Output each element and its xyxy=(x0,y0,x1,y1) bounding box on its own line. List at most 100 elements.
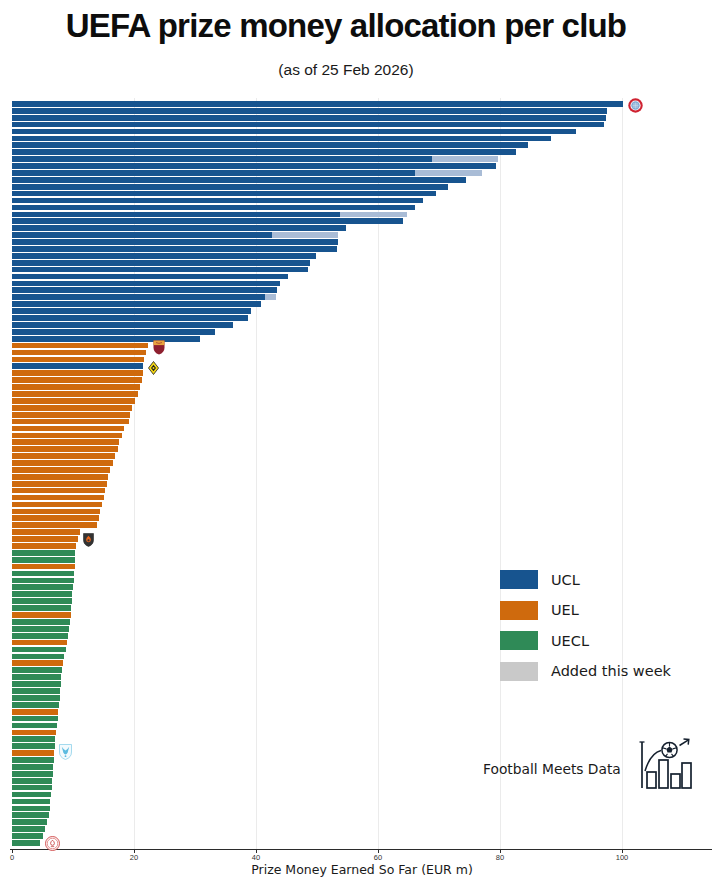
bar-uecl xyxy=(12,785,52,791)
bar-ucl xyxy=(12,142,528,148)
bar-uecl xyxy=(12,578,74,584)
red-white-crest-icon xyxy=(45,836,60,855)
bar-uecl xyxy=(12,681,61,687)
legend: UCLUELUECLAdded this week xyxy=(500,570,671,692)
bar-uecl xyxy=(12,716,58,722)
bar-uecl xyxy=(12,571,74,577)
bar-added-this-week xyxy=(265,294,276,300)
bar-uecl xyxy=(12,667,62,673)
bar-added-this-week xyxy=(415,170,481,176)
bar-uecl xyxy=(12,792,51,798)
bar-uel xyxy=(12,405,132,411)
legend-label: Added this week xyxy=(551,663,671,679)
bar-ucl xyxy=(12,322,233,328)
legend-label: UCL xyxy=(551,572,580,588)
bar-ucl xyxy=(12,336,200,342)
bar-uel xyxy=(12,377,142,383)
bar-uel xyxy=(12,640,67,646)
bar-ucl xyxy=(12,329,215,335)
bar-ucl xyxy=(12,156,432,162)
bar-uecl xyxy=(12,619,70,625)
bar-uecl xyxy=(12,605,71,611)
bar-ucl xyxy=(12,218,403,224)
bar-uel xyxy=(12,522,97,528)
bar-uel xyxy=(12,730,56,736)
bar-uecl xyxy=(12,833,43,839)
gridline xyxy=(622,98,623,849)
bar-ucl xyxy=(12,287,277,293)
bar-ucl xyxy=(12,239,338,245)
bar-ucl xyxy=(12,308,251,314)
bayern-crest-icon xyxy=(628,98,643,117)
bar-ucl xyxy=(12,274,288,280)
bar-uel xyxy=(12,426,124,432)
bar-uecl xyxy=(12,743,55,749)
bar-uel xyxy=(12,343,148,349)
bar-uel xyxy=(12,495,104,501)
bar-uel xyxy=(12,564,75,570)
legend-swatch xyxy=(500,662,538,681)
bar-uel xyxy=(12,384,140,390)
bar-ucl xyxy=(12,129,576,135)
bar-ucl xyxy=(12,267,308,273)
bar-uel xyxy=(12,446,118,452)
bar-uel xyxy=(12,350,146,356)
legend-swatch xyxy=(500,570,538,589)
bar-uel xyxy=(12,502,102,508)
bar-uel xyxy=(12,709,58,715)
chart-subtitle: (as of 25 Feb 2026) xyxy=(0,61,692,79)
bar-uel xyxy=(12,439,119,445)
bar-uel xyxy=(12,467,110,473)
bar-uel xyxy=(12,509,100,515)
bar-ucl xyxy=(12,253,316,259)
bar-uel xyxy=(12,474,108,480)
bar-ucl xyxy=(12,315,248,321)
bar-uel xyxy=(12,612,71,618)
football-meets-data-logo-icon xyxy=(636,738,692,796)
bar-uel xyxy=(12,433,122,439)
bar-uecl xyxy=(12,826,45,832)
bar-uecl xyxy=(12,598,72,604)
bar-uecl xyxy=(12,591,72,597)
bar-uel xyxy=(12,370,143,376)
bar-uel xyxy=(12,398,135,404)
bar-uel xyxy=(12,357,144,363)
bar-ucl xyxy=(12,294,265,300)
light-blue-crest-icon xyxy=(59,744,72,764)
bar-ucl xyxy=(12,177,466,183)
x-axis-tick-label: 80 xyxy=(496,853,504,862)
legend-swatch xyxy=(500,601,538,620)
bar-uel xyxy=(12,488,105,494)
bar-uel xyxy=(12,412,130,418)
bar-uecl xyxy=(12,764,53,770)
young-boys-crest-icon xyxy=(148,361,159,379)
bar-ucl xyxy=(12,232,272,238)
bar-uecl xyxy=(12,688,60,694)
bar-uecl xyxy=(12,674,61,680)
bar-uel xyxy=(12,543,76,549)
bar-uecl xyxy=(12,806,50,812)
bar-ucl xyxy=(12,301,261,307)
bar-ucl xyxy=(12,170,415,176)
bar-ucl xyxy=(12,136,551,142)
bar-ucl xyxy=(12,163,496,169)
bar-ucl xyxy=(12,184,448,190)
bar-ucl xyxy=(12,205,415,211)
chart-root: UEFA prize money allocation per club (as… xyxy=(0,0,720,887)
bar-uel xyxy=(12,529,80,535)
bar-ucl xyxy=(12,225,346,231)
bar-uel xyxy=(12,391,138,397)
bar-ucl xyxy=(12,108,607,114)
bar-ucl xyxy=(12,363,143,369)
legend-swatch xyxy=(500,631,538,650)
x-axis-tick-label: 0 xyxy=(10,853,14,862)
x-axis-tick-label: 40 xyxy=(252,853,260,862)
bar-uecl xyxy=(12,557,75,563)
bar-ucl xyxy=(12,260,310,266)
bar-ucl xyxy=(12,149,516,155)
bar-added-this-week xyxy=(340,212,407,218)
bar-uel xyxy=(12,750,54,756)
bar-uecl xyxy=(12,736,55,742)
x-axis-tick-label: 60 xyxy=(374,853,382,862)
bar-ucl xyxy=(12,191,436,197)
